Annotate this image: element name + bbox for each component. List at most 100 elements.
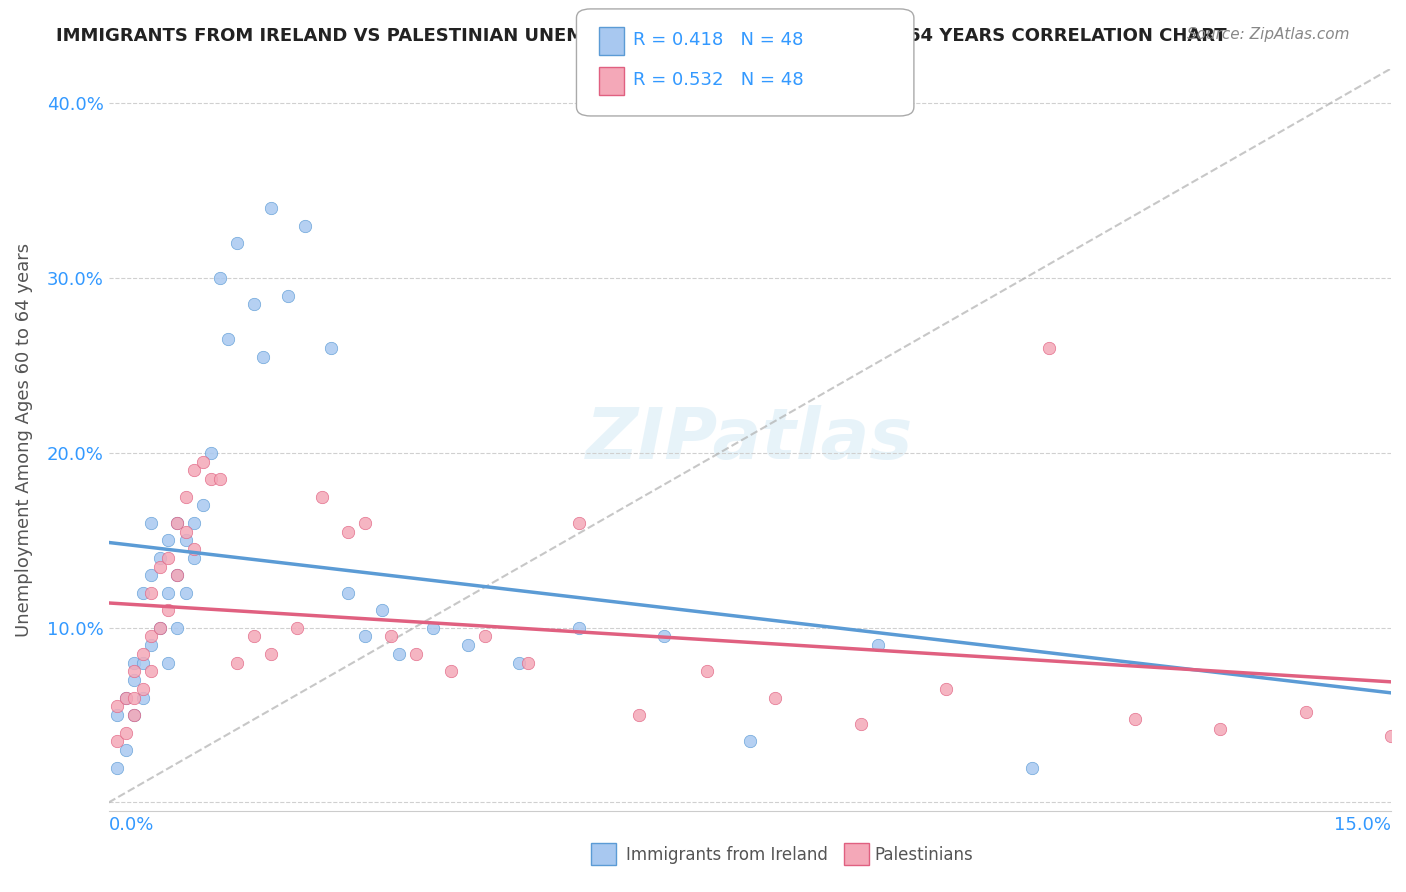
Point [508,656,530,670]
Point [474,630,496,644]
Point [132,586,155,600]
Point [183,542,205,557]
Point [149,550,172,565]
Point [132,681,155,696]
Point [208,472,231,486]
Point [157,656,180,670]
Point [174,533,197,548]
Point [105,699,128,714]
Text: R = 0.532   N = 48: R = 0.532 N = 48 [633,71,803,89]
Point [277,289,299,303]
Point [105,760,128,774]
Point [337,586,360,600]
Point [200,472,222,486]
Point [765,690,787,705]
Point [319,341,342,355]
Point [208,271,231,285]
Point [260,202,283,216]
Text: 15.0%: 15.0% [1334,816,1391,834]
Point [157,603,180,617]
Point [457,638,479,652]
Point [174,490,197,504]
Point [141,638,163,652]
Point [935,681,957,696]
Text: ZIPatlas: ZIPatlas [586,405,914,475]
Point [252,350,274,364]
Point [122,665,145,679]
Point [191,455,214,469]
Point [122,656,145,670]
Point [294,219,316,233]
Point [166,568,188,582]
Point [225,656,247,670]
Point [174,586,197,600]
Point [191,499,214,513]
Point [354,630,377,644]
Text: Palestinians: Palestinians [875,846,973,863]
Point [132,656,155,670]
Point [183,463,205,477]
Point [1209,722,1232,736]
Text: IMMIGRANTS FROM IRELAND VS PALESTINIAN UNEMPLOYMENT AMONG AGES 60 TO 64 YEARS CO: IMMIGRANTS FROM IRELAND VS PALESTINIAN U… [56,27,1227,45]
Point [1038,341,1060,355]
Point [516,656,538,670]
Point [141,665,163,679]
Point [225,236,247,251]
Point [285,621,308,635]
Point [738,734,761,748]
Point [141,630,163,644]
Text: 0.0%: 0.0% [108,816,155,834]
Point [122,690,145,705]
Point [157,533,180,548]
Point [114,725,136,739]
Point [696,665,718,679]
Point [1021,760,1043,774]
Point [1123,712,1146,726]
Text: Source: ZipAtlas.com: Source: ZipAtlas.com [1187,27,1350,42]
Point [183,516,205,530]
Point [149,621,172,635]
Point [122,708,145,723]
Point [166,568,188,582]
Point [114,690,136,705]
Point [141,516,163,530]
Point [243,297,266,311]
Point [114,743,136,757]
Point [141,586,163,600]
Point [260,647,283,661]
Point [868,638,890,652]
Point [174,524,197,539]
Point [149,621,172,635]
Point [105,708,128,723]
Point [122,673,145,688]
Point [141,568,163,582]
Point [105,734,128,748]
Point [388,647,411,661]
Point [132,647,155,661]
Point [132,690,155,705]
Point [439,665,461,679]
Point [200,446,222,460]
Point [652,630,675,644]
Point [371,603,394,617]
Point [183,550,205,565]
Point [568,621,591,635]
Point [166,516,188,530]
Point [157,550,180,565]
Point [311,490,333,504]
Point [1295,705,1317,719]
Point [166,621,188,635]
Point [217,332,239,346]
Point [243,630,266,644]
Point [157,586,180,600]
Point [627,708,650,723]
Point [354,516,377,530]
Point [337,524,360,539]
Point [166,516,188,530]
Point [122,708,145,723]
Point [149,559,172,574]
Text: R = 0.418   N = 48: R = 0.418 N = 48 [633,31,803,49]
Point [380,630,402,644]
Point [114,690,136,705]
Point [405,647,427,661]
